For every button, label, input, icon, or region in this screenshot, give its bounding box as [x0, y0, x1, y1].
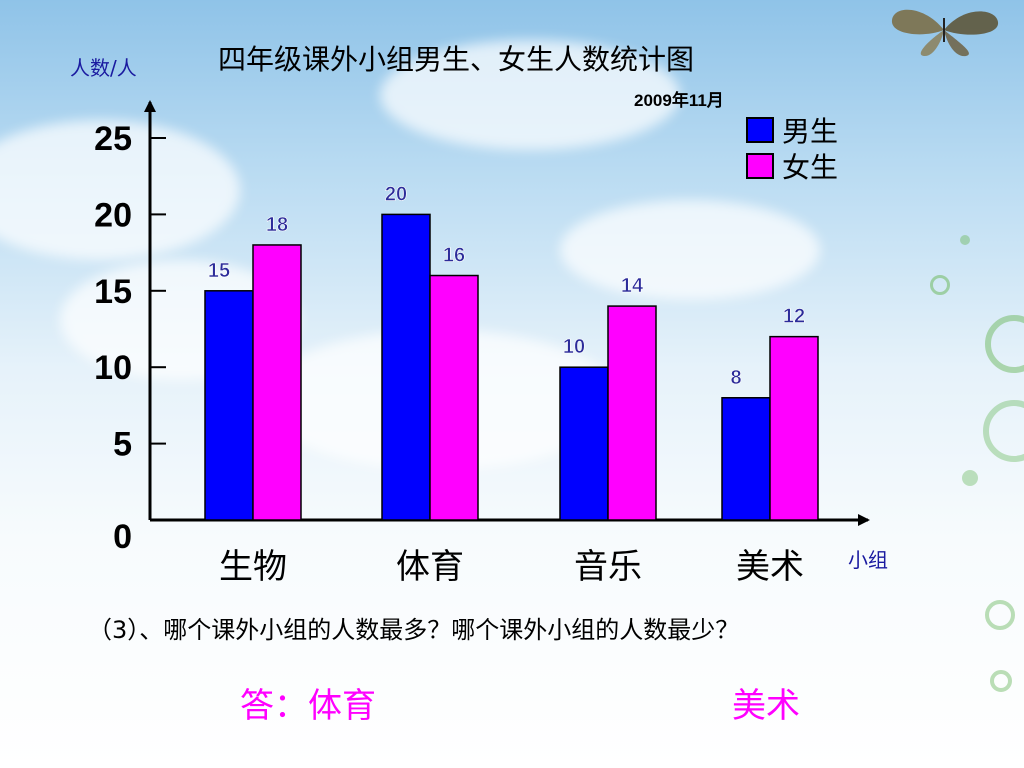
bar — [429, 274, 479, 521]
data-label: 18 — [266, 214, 288, 236]
legend-item-boys: 男生 — [746, 112, 838, 148]
background-cloud — [0, 120, 240, 260]
background-cloud — [380, 40, 680, 150]
data-label: 10 — [563, 336, 585, 358]
bar — [607, 305, 657, 521]
y-tick-label: 25 — [94, 120, 132, 158]
legend-swatch-boys — [746, 117, 774, 143]
y-tick-label: 15 — [94, 273, 132, 311]
butterfly-icon — [891, 9, 999, 57]
x-tick-label: 音乐 — [574, 547, 642, 587]
y-tick-label: 5 — [113, 426, 132, 464]
chart-title: 四年级课外小组男生、女生人数统计图 — [218, 43, 695, 76]
x-axis-label: 小组 — [848, 548, 888, 572]
chart-bars — [204, 213, 819, 521]
legend-item-girls: 女生 — [746, 148, 838, 184]
chart-legend: 男生 女生 — [746, 112, 838, 184]
y-tick-label: 10 — [94, 349, 132, 387]
question-text: （3）、哪个课外小组的人数最多？哪个课外小组的人数最少？ — [88, 616, 740, 644]
decorative-circle — [962, 470, 978, 486]
data-label: 16 — [443, 245, 465, 267]
data-label: 8 — [730, 367, 741, 389]
data-label: 14 — [621, 275, 644, 297]
chart-labels: 0 5 10 15 20 25 15 18 生物 20 16 体育 10 14 音乐 8 12 美术 — [94, 120, 805, 587]
decorative-circle — [990, 670, 1012, 692]
x-tick-label: 美术 — [736, 547, 804, 587]
bar — [252, 244, 302, 521]
x-tick-label: 体育 — [396, 547, 464, 587]
bar — [721, 397, 771, 521]
y-tick-label: 20 — [94, 196, 132, 234]
decorative-circle — [983, 400, 1024, 462]
decorative-circle — [985, 600, 1015, 630]
x-tick-label: 生物 — [219, 547, 287, 587]
data-label: 12 — [783, 306, 805, 328]
bar — [559, 366, 609, 521]
data-label: 15 — [208, 260, 230, 282]
answer-least: 美术 — [732, 686, 800, 726]
legend-label-girls: 女生 — [782, 151, 839, 184]
legend-label-boys: 男生 — [782, 115, 839, 148]
background-cloud — [560, 200, 820, 300]
chart-subtitle: 2009年11月 — [634, 91, 724, 110]
decorative-circle — [960, 235, 970, 245]
bar — [204, 290, 254, 521]
decorative-circle — [930, 275, 950, 295]
bar — [769, 335, 819, 521]
answer-most: 答：体育 — [240, 686, 376, 726]
x-axis-arrow — [858, 514, 870, 526]
decorative-circle — [985, 315, 1024, 373]
y-axis-label: 人数/人 — [70, 56, 137, 80]
bar — [381, 213, 431, 521]
y-axis-arrow — [144, 100, 156, 112]
legend-swatch-girls — [746, 153, 774, 179]
data-label: 20 — [385, 183, 407, 205]
y-tick-label: 0 — [113, 518, 132, 556]
